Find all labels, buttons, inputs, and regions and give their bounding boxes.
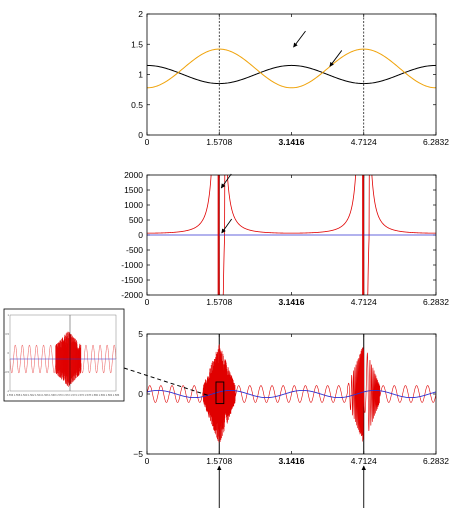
inset-y-tick-label: 0 <box>8 351 10 355</box>
zoom-box <box>215 381 225 405</box>
plot-area <box>147 14 436 135</box>
inset-x-tick-label: 1.576 <box>77 393 84 397</box>
plot-frame <box>146 13 437 136</box>
x-tick-label: 4.7124 <box>351 456 377 466</box>
inset-y-tick-label: -0.5 <box>5 370 10 374</box>
plot-frame <box>146 333 437 455</box>
inset-y-tick-label: 0.5 <box>5 332 9 336</box>
inset-y-tick-label: 1 <box>8 313 10 317</box>
x-tick-label: 6.2832 <box>423 297 449 307</box>
inset-x-tick-label: 1.586 <box>113 393 120 397</box>
x-tick-label: 0 <box>145 456 150 466</box>
inset-x-tick-label: 1.570 <box>56 393 63 397</box>
x-tick-label: 6.2832 <box>423 456 449 466</box>
inset-axes-frame <box>9 314 117 392</box>
y-tick-label: -1000 <box>121 260 143 270</box>
inset-y-tick-label: -1 <box>7 389 10 393</box>
x-tick-label: 3.1416 <box>279 456 305 466</box>
inset-x-tick-label: 1.572 <box>63 393 70 397</box>
chart-panel-top: 0 1.5708 3.1416 4.7124 6.2832 0 0.5 1 1.5 2 <box>131 9 449 147</box>
x-tick-label: 1.5708 <box>206 456 232 466</box>
y-tick-label: 5 <box>138 329 143 339</box>
series-line-red <box>147 175 436 295</box>
y-tick-label: -500 <box>126 245 143 255</box>
inset-x-tick-label: 1.566 <box>42 393 49 397</box>
series-line <box>147 64 436 85</box>
y-tick-label: 0 <box>138 130 143 140</box>
inset-x-tick-label: 1.562 <box>28 393 35 397</box>
y-tick-label: 0.5 <box>131 100 143 110</box>
x-tick-label: 6.2832 <box>423 137 449 147</box>
series-line-red <box>147 344 436 443</box>
annotation-arrow <box>221 218 233 234</box>
x-tick-label: 4.7124 <box>351 297 377 307</box>
series-group <box>147 48 436 89</box>
y-tick-label: 2000 <box>124 170 143 180</box>
inset-x-tick-label: 1.584 <box>106 393 113 397</box>
inset-connector-dashed <box>123 367 211 397</box>
series-line-blue <box>147 389 436 399</box>
x-tick-label: 3.1416 <box>279 297 305 307</box>
y-tick-label: −5 <box>133 449 143 459</box>
x-tick-label: 3.1416 <box>279 137 305 147</box>
series-line <box>147 48 436 89</box>
inset-x-tick-label: 1.574 <box>70 393 77 397</box>
inset-x-tick-label: 1.558 <box>14 393 21 397</box>
y-tick-label: 0 <box>138 230 143 240</box>
y-tick-label: -1500 <box>121 275 143 285</box>
x-tick-label: 0 <box>145 137 150 147</box>
annotation-arrow <box>220 173 232 189</box>
annotation-arrow <box>329 50 343 67</box>
x-tick-label: 4.7124 <box>351 137 377 147</box>
chart-panel-bottom: 0 1.5708 3.1416 4.7124 6.2832−505 <box>133 329 449 508</box>
x-tick-label: 1.5708 <box>206 297 232 307</box>
inset-x-tick-label: 1.568 <box>49 393 56 397</box>
y-tick-label: 1500 <box>124 185 143 195</box>
y-tick-label: 2 <box>138 9 143 19</box>
inset-x-tick-label: 1.564 <box>35 393 42 397</box>
inset-x-tick-label: 1.560 <box>21 393 28 397</box>
plot-frame <box>146 174 437 296</box>
chart-panel-middle: 0 1.5708 3.1416 4.7124 6.2832 -2000 -1500 -1000… <box>121 170 449 307</box>
inset-x-tick-label: 1.580 <box>92 393 99 397</box>
x-tick-label: 0 <box>145 297 150 307</box>
inset-x-tick-label: 1.578 <box>84 393 91 397</box>
inset-x-tick-label: 1.582 <box>99 393 106 397</box>
y-tick-label: 500 <box>129 215 143 225</box>
y-tick-label: 1 <box>138 70 143 80</box>
x-tick-label: 1.5708 <box>206 137 232 147</box>
series-group <box>147 175 436 295</box>
y-tick-label: 0 <box>138 389 143 399</box>
series-group <box>147 344 436 443</box>
y-tick-label: 1000 <box>124 200 143 210</box>
inset-x-tick-label: 1.556 <box>7 393 14 397</box>
y-tick-label: -2000 <box>121 290 143 300</box>
inset-series-group <box>9 315 117 391</box>
inset-zoom-view: 1.556 1.558 1.560 1.562 1.564 1.566 1.568 1.570… <box>3 308 125 402</box>
y-tick-label: 1.5 <box>131 39 143 49</box>
annotation-arrow <box>293 30 306 48</box>
